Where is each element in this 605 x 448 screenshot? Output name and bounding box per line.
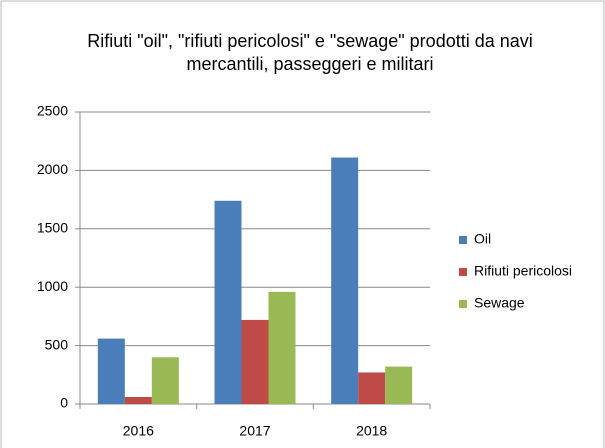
bar: [268, 291, 296, 404]
bar: [331, 157, 359, 404]
legend-label: Oil: [474, 231, 491, 247]
bar: [358, 372, 386, 404]
bar: [214, 200, 242, 404]
legend-swatch: [459, 268, 467, 276]
x-tick-label: 2018: [356, 423, 387, 439]
x-tick-label: 2016: [123, 423, 154, 439]
bar: [151, 357, 179, 404]
legend-label: Rifiuti pericolosi: [474, 263, 572, 279]
legend-swatch: [459, 236, 467, 244]
bar: [241, 319, 269, 404]
legend-label: Sewage: [474, 295, 525, 311]
y-tick-label: 1500: [37, 220, 68, 236]
y-tick-label: 2000: [37, 161, 68, 177]
y-tick-label: 1000: [37, 278, 68, 294]
chart-title: Rifiuti "oil", "rifiuti pericolosi" e "s…: [87, 31, 533, 74]
y-tick-label: 500: [45, 336, 69, 352]
y-tick-label: 0: [60, 395, 68, 411]
x-tick-label: 2017: [239, 423, 270, 439]
bar: [97, 338, 125, 404]
bar: [124, 396, 152, 404]
y-tick-label: 2500: [37, 103, 68, 119]
bar: [385, 366, 413, 404]
legend-swatch: [459, 300, 467, 308]
